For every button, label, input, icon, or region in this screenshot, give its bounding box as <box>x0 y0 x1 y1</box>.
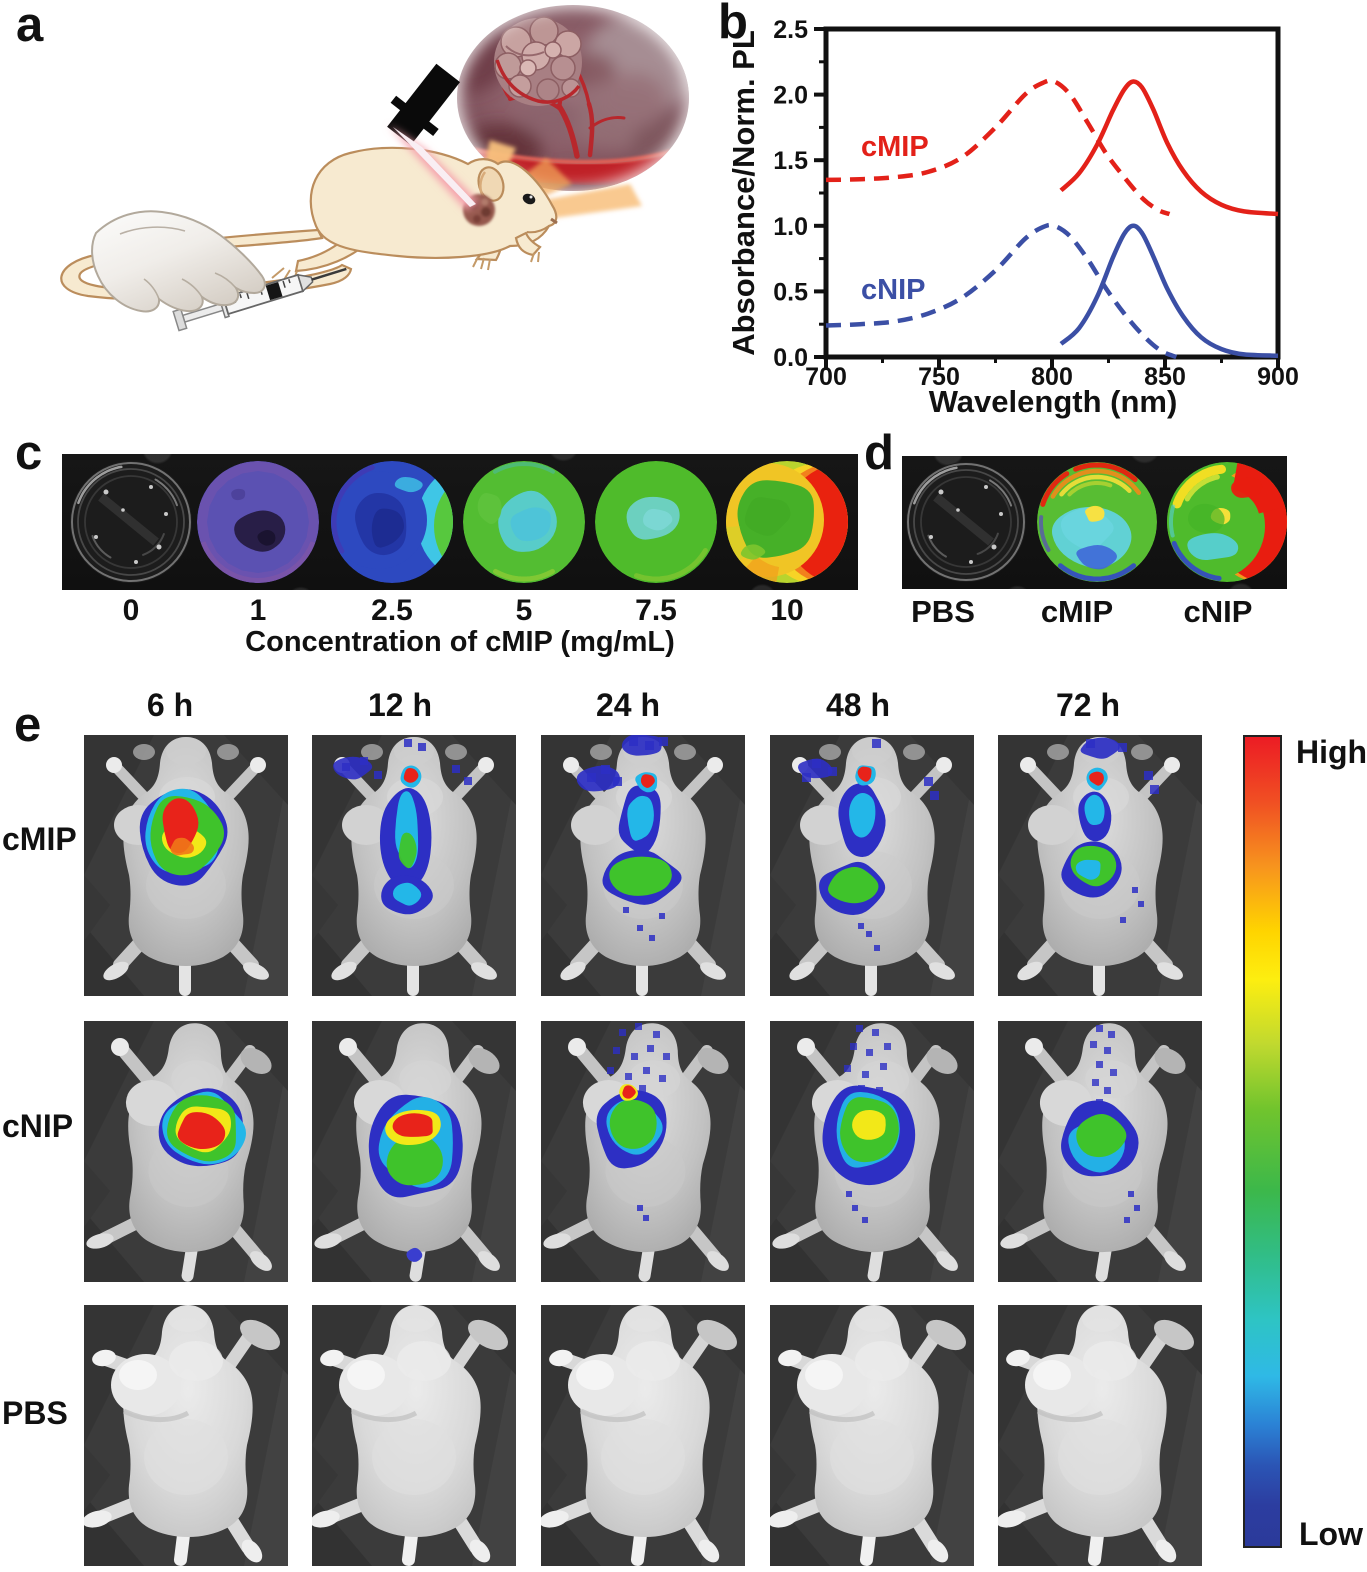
svg-text:1.5: 1.5 <box>773 147 808 175</box>
svg-text:750: 750 <box>918 363 960 391</box>
svg-text:Absorbance/Norm. PL: Absorbance/Norm. PL <box>726 30 761 356</box>
svg-text:2.5: 2.5 <box>773 16 808 44</box>
svg-text:1.0: 1.0 <box>773 213 808 241</box>
svg-text:cMIP: cMIP <box>861 131 929 163</box>
svg-text:2.0: 2.0 <box>773 82 808 110</box>
svg-text:cNIP: cNIP <box>861 274 925 306</box>
svg-text:0.0: 0.0 <box>773 344 808 372</box>
svg-text:700: 700 <box>805 363 847 391</box>
svg-text:900: 900 <box>1257 363 1299 391</box>
svg-text:850: 850 <box>1144 363 1186 391</box>
svg-text:a: a <box>16 0 44 52</box>
svg-text:800: 800 <box>1031 363 1073 391</box>
svg-text:b: b <box>718 0 748 49</box>
svg-text:Wavelength (nm): Wavelength (nm) <box>929 384 1178 419</box>
svg-text:0.5: 0.5 <box>773 278 808 306</box>
